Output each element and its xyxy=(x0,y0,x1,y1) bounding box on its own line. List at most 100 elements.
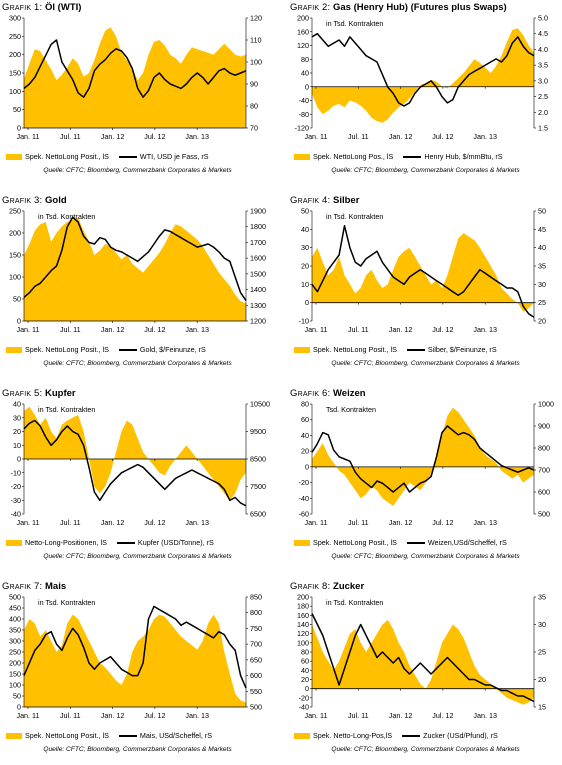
right-tick-label: 9500 xyxy=(250,427,266,436)
chart-title-text: Öl (WTI) xyxy=(42,2,82,13)
legend-swatch-line xyxy=(406,542,425,545)
chart-source: Quelle: CFTC; Bloomberg, Commerzbank Cor… xyxy=(331,746,520,753)
right-tick-label: 10500 xyxy=(250,400,270,409)
right-tick-label: 2.5 xyxy=(538,92,548,101)
chart-title-text: Zucker xyxy=(330,581,365,592)
line-series-price xyxy=(311,425,535,493)
chart-plot: 0 50 100 150 200 250 300 70 80 90 100 110 120 Jan. 11… xyxy=(9,14,262,142)
left-tick-label: 60 xyxy=(301,657,309,666)
unit-label: in Tsd. Kontrakten xyxy=(38,405,95,414)
right-tick-label: 3.0 xyxy=(538,76,548,85)
right-tick-label: 100 xyxy=(250,58,262,67)
legend-label-area: Spek. NettoLong Pos., lS xyxy=(313,152,394,161)
left-tick-label: 200 xyxy=(9,50,21,59)
left-tick-label: 180 xyxy=(297,602,309,611)
right-tick-label: 1700 xyxy=(250,238,266,247)
line-series-price xyxy=(23,605,247,689)
chart-title: Grafik 7: Mais xyxy=(2,581,66,592)
x-tick-label: Jan. 13 xyxy=(185,132,209,141)
left-tick-label: 50 xyxy=(13,295,21,304)
right-tick-label: 5.0 xyxy=(538,14,548,23)
chart-title-text: Gas (Henry Hub) (Futures plus Swaps) xyxy=(330,2,507,13)
left-tick-label: 100 xyxy=(297,638,309,647)
legend-swatch-line xyxy=(118,735,137,738)
right-tick-label: 1600 xyxy=(250,254,266,263)
chart-plot: -120 -80 -40 0 40 80 120 160 200 1.5 2.0 2.5 3.0 3.5 4… xyxy=(295,14,548,142)
right-tick-label: 80 xyxy=(250,102,258,111)
right-tick-label: 2.0 xyxy=(538,108,548,117)
left-tick-label: 40 xyxy=(301,666,309,675)
right-tick-label: 600 xyxy=(538,488,550,497)
right-tick-label: 45 xyxy=(538,225,546,234)
legend-label-area: Spek. NettoLong Posit., lS xyxy=(25,152,109,161)
left-tick-label: 200 xyxy=(297,14,309,23)
right-tick-label: 35 xyxy=(538,593,546,602)
left-tick-label: 0 xyxy=(305,298,309,307)
left-tick-label: -60 xyxy=(299,510,309,519)
left-tick-label: 40 xyxy=(301,69,309,78)
left-tick-label: 0 xyxy=(17,317,21,326)
x-tick-label: Jan. 13 xyxy=(473,711,497,720)
left-tick-label: 20 xyxy=(301,262,309,271)
x-tick-label: Jul. 12 xyxy=(432,132,453,141)
right-tick-label: 25 xyxy=(538,298,546,307)
left-tick-label: 20 xyxy=(301,447,309,456)
chart-title-prefix: Grafik 7: xyxy=(2,581,43,592)
left-tick-label: 50 xyxy=(13,105,21,114)
left-tick-label: 250 xyxy=(9,32,21,41)
legend-swatch-area xyxy=(6,540,22,547)
right-tick-label: 35 xyxy=(538,262,546,271)
x-tick-label: Jan. 13 xyxy=(473,132,497,141)
chart-panel-2: Grafik 2: Gas (Henry Hub) (Futures plus … xyxy=(290,2,561,186)
x-tick-label: Jan. 13 xyxy=(473,518,497,527)
chart-panel-3: Grafik 3: Gold 0 50 100 150 200 250 1200 1300 140… xyxy=(2,195,273,379)
chart-plot: -40 -30 -20 -10 0 10 20 30 40 6500 7500 8500 9500 105… xyxy=(11,400,270,528)
legend-swatch-line xyxy=(116,542,135,545)
chart-legend: Spek. NettoLong Pos., lS Henry Hub, $/mmB… xyxy=(294,152,560,161)
unit-label: Tsd. Kontrakten xyxy=(326,405,376,414)
left-tick-label: 200 xyxy=(9,229,21,238)
left-tick-label: 80 xyxy=(301,55,309,64)
right-tick-label: 20 xyxy=(538,675,546,684)
chart-source: Quelle: CFTC; Bloomberg, Commerzbank Cor… xyxy=(43,553,232,560)
left-tick-label: 350 xyxy=(9,626,21,635)
left-tick-label: 10 xyxy=(301,280,309,289)
chart-title-text: Kupfer xyxy=(42,388,76,399)
right-tick-label: 6500 xyxy=(250,510,266,519)
chart-title: Grafik 8: Zucker xyxy=(290,581,364,592)
area-series-net-long xyxy=(312,28,534,123)
left-tick-label: 80 xyxy=(301,648,309,657)
left-tick-label: -10 xyxy=(11,468,21,477)
chart-title: Grafik 3: Gold xyxy=(2,195,67,206)
legend-label-area: Netto-Long-Positionen, lS xyxy=(25,538,107,547)
left-tick-label: 0 xyxy=(305,684,309,693)
chart-title-prefix: Grafik 5: xyxy=(2,388,43,399)
right-tick-label: 650 xyxy=(250,655,262,664)
chart-title-text: Gold xyxy=(42,195,67,206)
chart-plot: -40-200204060801001201401601802001520253… xyxy=(297,593,546,721)
legend-swatch-area xyxy=(294,540,310,547)
right-tick-label: 1900 xyxy=(250,207,266,216)
line-series-price xyxy=(311,32,535,107)
left-tick-label: -20 xyxy=(299,693,309,702)
x-tick-label: Jan. 11 xyxy=(304,132,327,141)
x-tick-label: Jan. 12 xyxy=(101,132,125,141)
left-tick-label: 50 xyxy=(301,207,309,216)
x-tick-label: Jan. 12 xyxy=(389,518,413,527)
right-tick-label: 30 xyxy=(538,280,546,289)
right-tick-label: 20 xyxy=(538,317,546,326)
right-tick-label: 700 xyxy=(250,640,262,649)
legend-swatch-area xyxy=(6,347,22,354)
left-tick-label: -20 xyxy=(299,478,309,487)
chart-title: Grafik 5: Kupfer xyxy=(2,388,76,399)
left-tick-label: 100 xyxy=(9,273,21,282)
x-tick-label: Jan. 11 xyxy=(16,711,39,720)
right-tick-label: 550 xyxy=(250,687,262,696)
left-tick-label: 400 xyxy=(9,615,21,624)
right-tick-label: 900 xyxy=(538,422,550,431)
left-tick-label: 120 xyxy=(297,41,309,50)
legend-swatch-area xyxy=(294,154,310,161)
chart-legend: Spek. NettoLong Posit., lS Weizen,USd/Sch… xyxy=(294,538,560,547)
x-tick-label: Jul. 11 xyxy=(60,325,81,334)
chart-source: Quelle: CFTC; Bloomberg, Commerzbank Cor… xyxy=(331,167,520,174)
